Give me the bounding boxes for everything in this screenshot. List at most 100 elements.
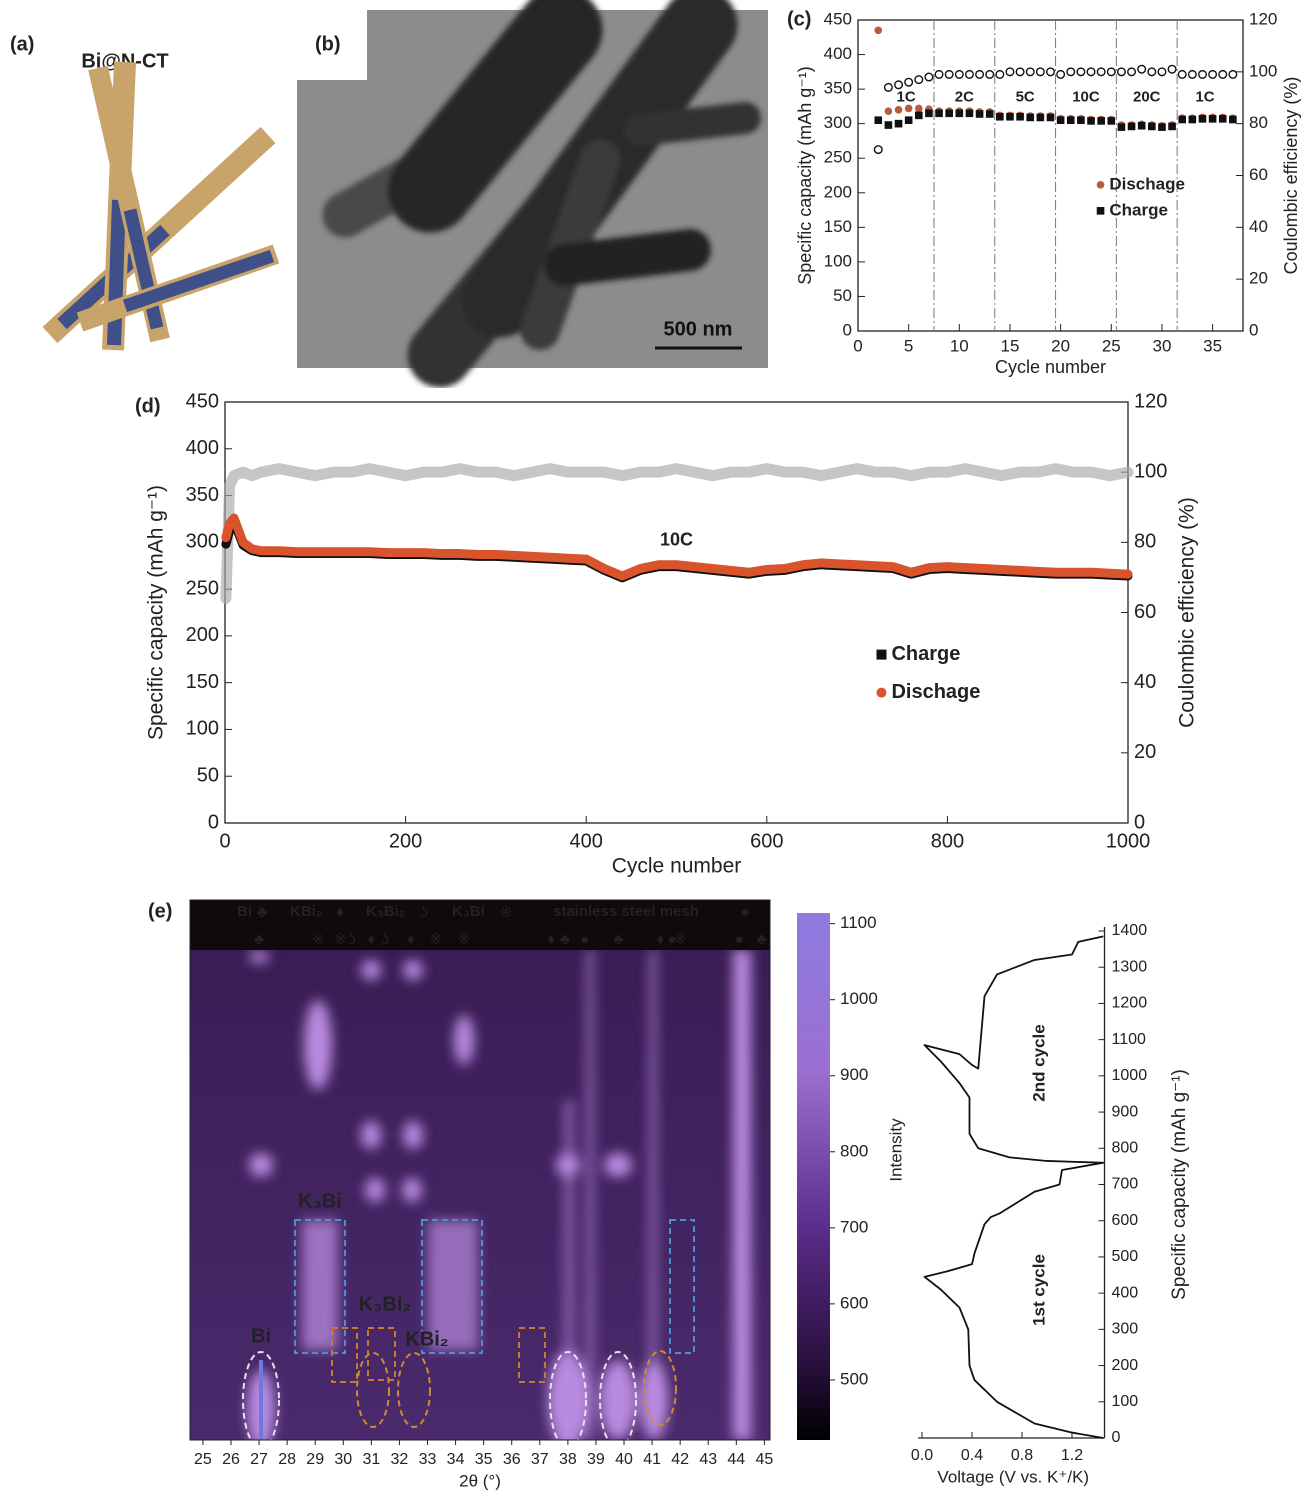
data-point	[1127, 122, 1136, 131]
heatmap-frame	[189, 899, 771, 1441]
data-point	[1167, 64, 1177, 74]
data-point	[1208, 115, 1217, 123]
y2-tick-label: 80	[1134, 531, 1156, 553]
data-point	[1097, 117, 1105, 125]
y-axis-label: Specific capacity (mAh g⁻¹)	[1169, 1069, 1190, 1300]
y2-axis-label: Coulombic efficiency (%)	[1281, 77, 1301, 275]
x-tick-label: 42	[671, 1451, 689, 1468]
data-point	[1066, 116, 1075, 125]
data-point	[964, 69, 974, 79]
panel-title: Bi@N-CT	[81, 50, 168, 72]
x-tick-label: 37	[531, 1451, 549, 1468]
data-point	[934, 69, 944, 79]
colorbar	[797, 913, 830, 1440]
y-tick-label: 350	[824, 79, 852, 98]
x-tick-label: 33	[419, 1451, 437, 1468]
y-tick-label: 1100	[1112, 1031, 1147, 1048]
peak-marker: ♦	[368, 931, 376, 948]
data-point	[1096, 67, 1106, 77]
phase-name: K₃Bi₂	[366, 903, 405, 920]
data-point	[1177, 69, 1187, 79]
voltage-profile	[923, 935, 1105, 1439]
data-point	[995, 69, 1005, 79]
rate-label: 1C	[1195, 89, 1214, 106]
data-point	[1066, 67, 1076, 77]
series-line	[220, 463, 1134, 604]
data-point	[965, 109, 974, 118]
data-point	[1218, 69, 1228, 79]
x-tick-label: 36	[503, 1451, 521, 1468]
phase-name: K₃Bi	[452, 903, 485, 920]
peak-marker: ●	[580, 931, 589, 948]
data-point	[1025, 67, 1035, 77]
colorbar-tick-label: 700	[840, 1217, 868, 1236]
y-tick-label: 1300	[1112, 958, 1148, 975]
data-point	[1036, 113, 1045, 122]
y-tick-label: 300	[186, 531, 219, 553]
panel-label: (d)	[135, 395, 161, 417]
peak-marker: ♣	[613, 931, 623, 948]
y-tick-label: 50	[197, 765, 219, 787]
y-tick-label: 150	[186, 671, 219, 693]
x-tick-label: 0	[219, 830, 230, 852]
colorbar-tick-label: 900	[840, 1065, 868, 1084]
data-point	[945, 109, 953, 118]
peak-marker: ※	[674, 931, 687, 948]
data-point	[935, 109, 943, 118]
y-tick-label: 450	[824, 9, 852, 28]
phase-annotation: K₃Bi₂	[359, 1293, 412, 1315]
x-tick-label: 26	[222, 1451, 240, 1468]
data-point	[944, 69, 954, 79]
data-point	[904, 77, 914, 87]
data-point	[884, 107, 893, 116]
peak-marker: ※	[430, 931, 443, 948]
data-point	[1178, 115, 1187, 124]
x-tick-label: 30	[334, 1451, 352, 1468]
data-point	[1026, 113, 1035, 122]
legend-marker	[1096, 181, 1105, 189]
y-tick-label: 400	[824, 44, 852, 63]
data-point	[1127, 67, 1137, 77]
data-point	[1086, 67, 1096, 77]
x-tick-label: 0.0	[911, 1447, 933, 1464]
peak-marker: ʖ	[348, 931, 356, 948]
x-tick-label: 200	[389, 830, 422, 852]
data-point	[1218, 115, 1227, 123]
x-tick-label: 15	[1001, 337, 1020, 356]
data-point	[1117, 123, 1126, 131]
y-tick-label: 400	[1112, 1284, 1139, 1301]
peak-marker: ♣	[254, 931, 264, 948]
legend-label: Charge	[891, 643, 960, 665]
colorbar-label: Intensity	[886, 1118, 905, 1182]
data-point	[874, 26, 883, 35]
rate-label: 10C	[1072, 89, 1100, 106]
x-tick-label: 44	[727, 1451, 745, 1468]
data-point	[1077, 116, 1085, 125]
phase-symbol: ʖ	[420, 904, 428, 921]
rate-label: 5C	[1016, 89, 1035, 106]
cycle-label: 1st cycle	[1029, 1254, 1048, 1326]
y2-tick-label: 20	[1249, 269, 1268, 288]
x-tick-label: 32	[391, 1451, 409, 1468]
x-axis-label: Voltage (V vs. K⁺/K)	[937, 1467, 1089, 1486]
y-axis-label: Specific capacity (mAh g⁻¹)	[145, 485, 168, 740]
data-point	[883, 82, 893, 92]
y2-tick-label: 100	[1134, 460, 1167, 482]
data-point	[1035, 67, 1045, 77]
y-tick-label: 1000	[1112, 1067, 1148, 1084]
panel-label: (a)	[10, 33, 34, 55]
data-point	[1006, 112, 1014, 121]
colorbar-tick-label: 600	[840, 1293, 868, 1312]
y-tick-label: 300	[1112, 1321, 1139, 1338]
legend-label: Dischage	[1109, 174, 1185, 193]
xrd-heatmap	[190, 900, 830, 1440]
y-tick-label: 250	[186, 577, 219, 599]
x-tick-label: 40	[615, 1451, 633, 1468]
y-tick-label: 0	[843, 320, 852, 339]
peak-marker: ♦	[547, 931, 555, 948]
data-point	[1187, 69, 1197, 79]
data-point	[884, 121, 893, 129]
colorbar-tick-label: 1100	[840, 913, 877, 932]
